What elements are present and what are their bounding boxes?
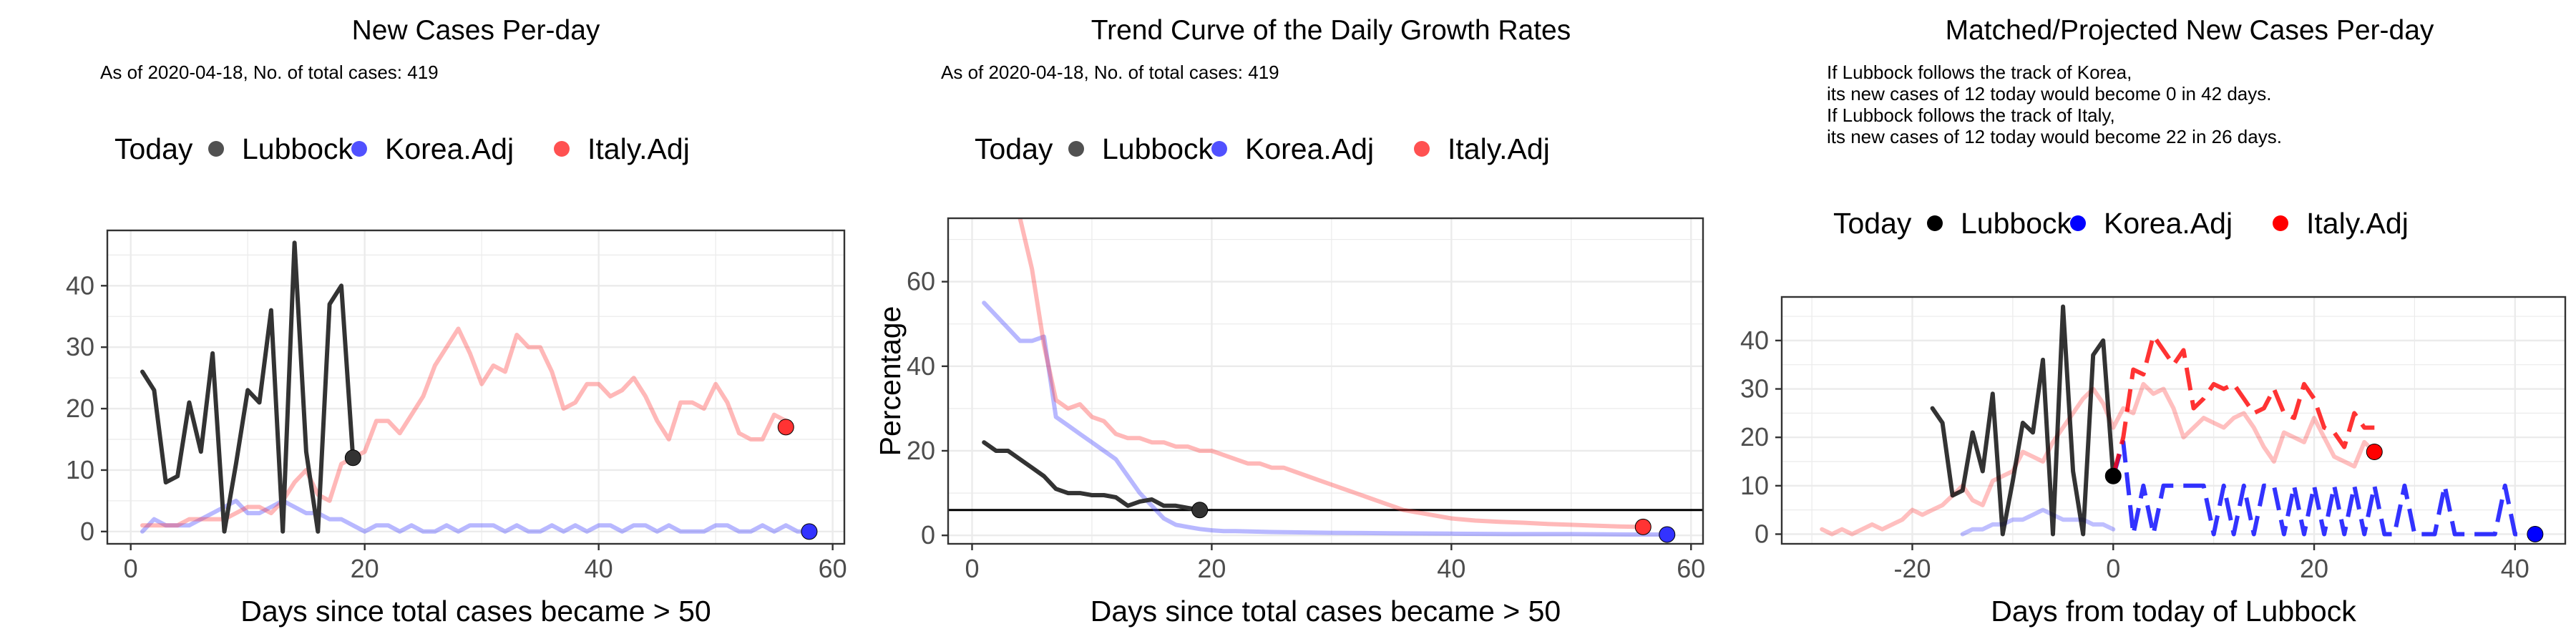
panel-border <box>947 217 1704 545</box>
plot-area <box>1820 304 2535 537</box>
x-tick-label: 60 <box>819 554 847 583</box>
legend-title: Today <box>114 132 193 165</box>
x-tick-label: 0 <box>2106 554 2120 583</box>
chart-title: New Cases Per-day <box>352 15 600 46</box>
grid <box>107 230 844 544</box>
series-line-lubbock <box>140 240 356 534</box>
chart-panel-2: Trend Curve of the Daily Growth Rates As … <box>874 15 1705 628</box>
legend-marker <box>1927 215 1943 231</box>
today-marker-italy-adj <box>777 419 794 436</box>
y-tick-label: 40 <box>907 351 935 381</box>
chart-panel-3: Matched/Projected New Cases Per-day If Lu… <box>1740 15 2567 628</box>
series-line-korea-adj <box>2111 439 2535 537</box>
series-line-italy-adj <box>2111 333 2375 477</box>
series-line-italy-adj <box>140 326 789 528</box>
chart-title: Trend Curve of the Daily Growth Rates <box>1091 15 1571 46</box>
y-tick-label: 40 <box>66 270 94 300</box>
legend-label: Italy.Adj <box>1448 132 1550 165</box>
y-tick-label: 20 <box>1740 422 1769 452</box>
legend-marker <box>1414 141 1430 157</box>
y-tick-label: 20 <box>66 394 94 423</box>
today-marker-korea-adj <box>801 523 818 540</box>
legend-title: Today <box>1833 207 1912 240</box>
today-marker-lubbock <box>344 449 361 467</box>
y-tick-label: 0 <box>1755 519 1769 548</box>
chart-note: its new cases of 12 today would become 0… <box>1827 83 2271 104</box>
y-tick-label: 0 <box>80 517 94 546</box>
legend: Today Lubbock Korea.Adj Italy.Adj <box>114 132 690 165</box>
legend-title: Today <box>975 132 1053 165</box>
y-tick-label: 30 <box>66 332 94 361</box>
panel-border <box>1780 296 2567 545</box>
series-line-lubbock <box>982 440 1202 512</box>
y-axis-label: Percentage <box>874 306 907 457</box>
chart-note: its new cases of 12 today would become 2… <box>1827 126 2282 147</box>
today-marker-italy-adj <box>2366 443 2383 460</box>
panel-border <box>106 229 846 545</box>
legend-label: Lubbock <box>1961 207 2072 240</box>
legend-label: Korea.Adj <box>385 132 514 165</box>
chart-panel-1: New Cases Per-day As of 2020-04-18, No. o… <box>66 15 847 628</box>
legend-label: Italy.Adj <box>2306 207 2409 240</box>
x-tick-label: 20 <box>351 554 379 583</box>
legend-label: Italy.Adj <box>587 132 690 165</box>
y-tick-label: 10 <box>1740 471 1769 500</box>
series-line-korea-adj <box>140 498 811 534</box>
y-tick-label: 10 <box>66 455 94 484</box>
series-line-korea-adj <box>982 301 1669 537</box>
today-marker-lubbock <box>2104 467 2122 484</box>
x-axis-label: Days since total cases became > 50 <box>240 595 711 628</box>
x-tick-label: 60 <box>1677 554 1705 583</box>
x-tick-label: 20 <box>1197 554 1226 583</box>
today-marker-italy-adj <box>1634 518 1652 535</box>
x-tick-label: 0 <box>965 554 979 583</box>
legend-marker <box>1211 141 1227 157</box>
x-tick-label: 40 <box>585 554 613 583</box>
x-axis-label: Days from today of Lubbock <box>1991 595 2356 628</box>
x-tick-label: 0 <box>124 554 138 583</box>
chart-subtitle: As of 2020-04-18, No. of total cases: 41… <box>100 62 439 83</box>
legend-label: Korea.Adj <box>2104 207 2233 240</box>
series-line-korea-adj-history <box>1960 507 2116 537</box>
grid <box>948 218 1703 544</box>
today-marker-korea-adj <box>1659 526 1676 543</box>
legend-marker <box>1068 141 1084 157</box>
y-tick-label: 30 <box>1740 374 1769 404</box>
legend-marker <box>554 141 570 157</box>
legend-marker <box>351 141 367 157</box>
y-tick-label: 0 <box>921 520 935 550</box>
x-tick-label: -20 <box>1893 554 1931 583</box>
today-marker-lubbock <box>1191 502 1209 519</box>
chart-subtitle: As of 2020-04-18, No. of total cases: 41… <box>941 62 1279 83</box>
y-tick-label: 20 <box>907 436 935 465</box>
chart-note: If Lubbock follows the track of Korea, <box>1827 62 2132 83</box>
legend-label: Korea.Adj <box>1245 132 1374 165</box>
x-axis-label: Days since total cases became > 50 <box>1091 595 1561 628</box>
chart-note: If Lubbock follows the track of Italy, <box>1827 104 2115 126</box>
legend-label: Lubbock <box>242 132 353 165</box>
chart-title: Matched/Projected New Cases Per-day <box>1946 15 2434 46</box>
x-tick-label: 40 <box>2501 554 2529 583</box>
legend: Today Lubbock Korea.Adj Italy.Adj <box>975 132 1550 165</box>
plot-area <box>140 240 811 534</box>
x-tick-label: 20 <box>2300 554 2328 583</box>
plot-area <box>948 218 1703 537</box>
series-line-italy-adj-history <box>1820 381 2377 537</box>
today-marker-korea-adj <box>2527 525 2544 542</box>
series-line-lubbock <box>1930 304 2116 537</box>
legend-marker <box>2070 215 2086 231</box>
x-tick-label: 40 <box>1437 554 1465 583</box>
legend-marker <box>2273 215 2288 231</box>
series-line-italy-adj <box>1018 218 1646 530</box>
y-tick-label: 60 <box>907 267 935 296</box>
y-tick-label: 40 <box>1740 326 1769 355</box>
legend-label: Lubbock <box>1102 132 1214 165</box>
legend: Today Lubbock Korea.Adj Italy.Adj <box>1833 207 2409 240</box>
legend-marker <box>208 141 224 157</box>
